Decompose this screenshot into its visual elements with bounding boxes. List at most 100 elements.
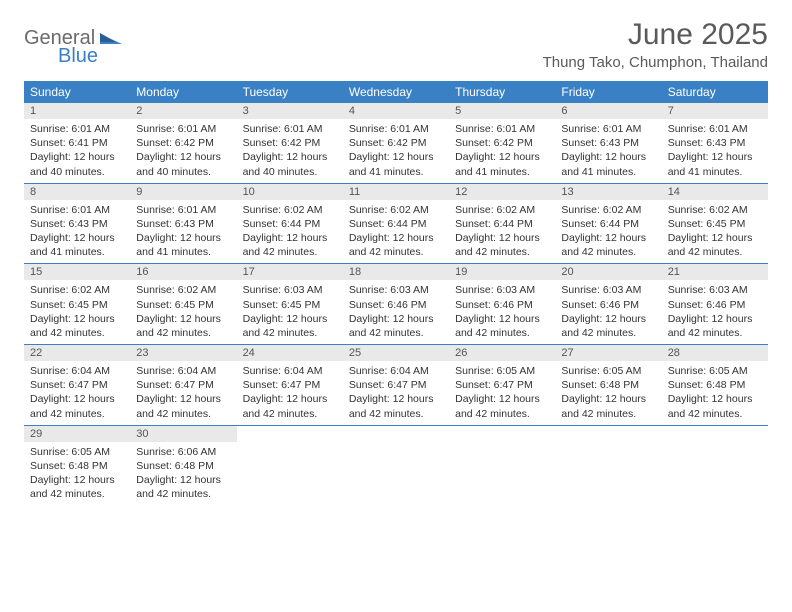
empty-cell bbox=[237, 426, 343, 506]
daylight-line-2: and 42 minutes. bbox=[455, 407, 549, 421]
sunrise-line: Sunrise: 6:02 AM bbox=[243, 203, 337, 217]
weekday-header: Monday bbox=[130, 81, 236, 103]
title-block: June 2025 Thung Tako, Chumphon, Thailand bbox=[543, 18, 768, 71]
daylight-line-2: and 42 minutes. bbox=[455, 245, 549, 259]
daylight-line-1: Daylight: 12 hours bbox=[455, 150, 549, 164]
empty-cell bbox=[343, 426, 449, 506]
daylight-line-1: Daylight: 12 hours bbox=[561, 392, 655, 406]
page-title: June 2025 bbox=[543, 18, 768, 52]
daylight-line-2: and 42 minutes. bbox=[136, 407, 230, 421]
day-cell: 24Sunrise: 6:04 AMSunset: 6:47 PMDayligh… bbox=[237, 345, 343, 425]
daylight-line-1: Daylight: 12 hours bbox=[30, 312, 124, 326]
day-cell: 6Sunrise: 6:01 AMSunset: 6:43 PMDaylight… bbox=[555, 103, 661, 183]
day-cell: 1Sunrise: 6:01 AMSunset: 6:41 PMDaylight… bbox=[24, 103, 130, 183]
sunrise-line: Sunrise: 6:05 AM bbox=[455, 364, 549, 378]
sunrise-line: Sunrise: 6:01 AM bbox=[30, 203, 124, 217]
day-cell: 9Sunrise: 6:01 AMSunset: 6:43 PMDaylight… bbox=[130, 184, 236, 264]
daylight-line-2: and 41 minutes. bbox=[561, 165, 655, 179]
week-row: 1Sunrise: 6:01 AMSunset: 6:41 PMDaylight… bbox=[24, 103, 768, 184]
daylight-line-1: Daylight: 12 hours bbox=[561, 231, 655, 245]
sunrise-line: Sunrise: 6:02 AM bbox=[668, 203, 762, 217]
day-number: 29 bbox=[24, 426, 130, 442]
daylight-line-2: and 41 minutes. bbox=[349, 165, 443, 179]
daylight-line-1: Daylight: 12 hours bbox=[349, 231, 443, 245]
day-number: 4 bbox=[343, 103, 449, 119]
daylight-line-1: Daylight: 12 hours bbox=[30, 231, 124, 245]
daylight-line-2: and 42 minutes. bbox=[30, 326, 124, 340]
daylight-line-2: and 42 minutes. bbox=[30, 407, 124, 421]
day-number: 12 bbox=[449, 184, 555, 200]
sunset-line: Sunset: 6:46 PM bbox=[561, 298, 655, 312]
day-number: 30 bbox=[130, 426, 236, 442]
daylight-line-2: and 42 minutes. bbox=[561, 245, 655, 259]
calendar: SundayMondayTuesdayWednesdayThursdayFrid… bbox=[24, 81, 768, 505]
daylight-line-2: and 41 minutes. bbox=[455, 165, 549, 179]
sunrise-line: Sunrise: 6:03 AM bbox=[668, 283, 762, 297]
sunrise-line: Sunrise: 6:01 AM bbox=[136, 203, 230, 217]
daylight-line-2: and 42 minutes. bbox=[243, 407, 337, 421]
day-cell: 25Sunrise: 6:04 AMSunset: 6:47 PMDayligh… bbox=[343, 345, 449, 425]
sunrise-line: Sunrise: 6:05 AM bbox=[30, 445, 124, 459]
sunset-line: Sunset: 6:42 PM bbox=[243, 136, 337, 150]
day-cell: 22Sunrise: 6:04 AMSunset: 6:47 PMDayligh… bbox=[24, 345, 130, 425]
daylight-line-2: and 42 minutes. bbox=[243, 326, 337, 340]
sunrise-line: Sunrise: 6:05 AM bbox=[561, 364, 655, 378]
sunset-line: Sunset: 6:45 PM bbox=[136, 298, 230, 312]
sunset-line: Sunset: 6:48 PM bbox=[561, 378, 655, 392]
day-number: 15 bbox=[24, 264, 130, 280]
day-number: 28 bbox=[662, 345, 768, 361]
sunset-line: Sunset: 6:42 PM bbox=[136, 136, 230, 150]
weeks-container: 1Sunrise: 6:01 AMSunset: 6:41 PMDaylight… bbox=[24, 103, 768, 505]
daylight-line-2: and 41 minutes. bbox=[136, 245, 230, 259]
weekday-header: Wednesday bbox=[343, 81, 449, 103]
location-text: Thung Tako, Chumphon, Thailand bbox=[543, 54, 768, 71]
sunrise-line: Sunrise: 6:03 AM bbox=[349, 283, 443, 297]
day-cell: 17Sunrise: 6:03 AMSunset: 6:45 PMDayligh… bbox=[237, 264, 343, 344]
daylight-line-2: and 42 minutes. bbox=[136, 326, 230, 340]
sunset-line: Sunset: 6:44 PM bbox=[349, 217, 443, 231]
daylight-line-1: Daylight: 12 hours bbox=[349, 312, 443, 326]
day-number: 8 bbox=[24, 184, 130, 200]
day-number: 3 bbox=[237, 103, 343, 119]
sunset-line: Sunset: 6:46 PM bbox=[668, 298, 762, 312]
day-number: 14 bbox=[662, 184, 768, 200]
daylight-line-2: and 42 minutes. bbox=[30, 487, 124, 501]
day-cell: 4Sunrise: 6:01 AMSunset: 6:42 PMDaylight… bbox=[343, 103, 449, 183]
day-cell: 11Sunrise: 6:02 AMSunset: 6:44 PMDayligh… bbox=[343, 184, 449, 264]
weekday-header: Sunday bbox=[24, 81, 130, 103]
day-cell: 2 Sunrise: 6:01 AMSunset: 6:42 PMDaylight… bbox=[130, 103, 236, 183]
daylight-line-1: Daylight: 12 hours bbox=[455, 392, 549, 406]
sunset-line: Sunset: 6:45 PM bbox=[668, 217, 762, 231]
sunset-line: Sunset: 6:48 PM bbox=[30, 459, 124, 473]
daylight-line-1: Daylight: 12 hours bbox=[136, 150, 230, 164]
day-cell: 14Sunrise: 6:02 AMSunset: 6:45 PMDayligh… bbox=[662, 184, 768, 264]
day-cell: 8Sunrise: 6:01 AMSunset: 6:43 PMDaylight… bbox=[24, 184, 130, 264]
day-number: 2 bbox=[130, 103, 236, 119]
sunrise-line: Sunrise: 6:01 AM bbox=[243, 122, 337, 136]
daylight-line-1: Daylight: 12 hours bbox=[243, 150, 337, 164]
day-number: 27 bbox=[555, 345, 661, 361]
daylight-line-1: Daylight: 12 hours bbox=[349, 392, 443, 406]
daylight-line-2: and 42 minutes. bbox=[561, 407, 655, 421]
sunrise-line: Sunrise: 6:03 AM bbox=[455, 283, 549, 297]
daylight-line-1: Daylight: 12 hours bbox=[30, 473, 124, 487]
logo-word-blue: Blue bbox=[58, 46, 122, 66]
week-row: 22Sunrise: 6:04 AMSunset: 6:47 PMDayligh… bbox=[24, 345, 768, 426]
day-cell: 27 Sunrise: 6:05 AMSunset: 6:48 PMDayligh… bbox=[555, 345, 661, 425]
daylight-line-1: Daylight: 12 hours bbox=[136, 231, 230, 245]
day-number: 18 bbox=[343, 264, 449, 280]
sunrise-line: Sunrise: 6:01 AM bbox=[136, 122, 230, 136]
sunset-line: Sunset: 6:47 PM bbox=[136, 378, 230, 392]
sunset-line: Sunset: 6:47 PM bbox=[30, 378, 124, 392]
daylight-line-1: Daylight: 12 hours bbox=[243, 312, 337, 326]
day-number: 11 bbox=[343, 184, 449, 200]
sunrise-line: Sunrise: 6:05 AM bbox=[668, 364, 762, 378]
day-cell: 21Sunrise: 6:03 AMSunset: 6:46 PMDayligh… bbox=[662, 264, 768, 344]
sunset-line: Sunset: 6:46 PM bbox=[349, 298, 443, 312]
day-number: 20 bbox=[555, 264, 661, 280]
daylight-line-2: and 41 minutes. bbox=[30, 245, 124, 259]
day-cell: 28Sunrise: 6:05 AMSunset: 6:48 PMDayligh… bbox=[662, 345, 768, 425]
day-cell: 10Sunrise: 6:02 AMSunset: 6:44 PMDayligh… bbox=[237, 184, 343, 264]
daylight-line-1: Daylight: 12 hours bbox=[668, 392, 762, 406]
day-number: 25 bbox=[343, 345, 449, 361]
